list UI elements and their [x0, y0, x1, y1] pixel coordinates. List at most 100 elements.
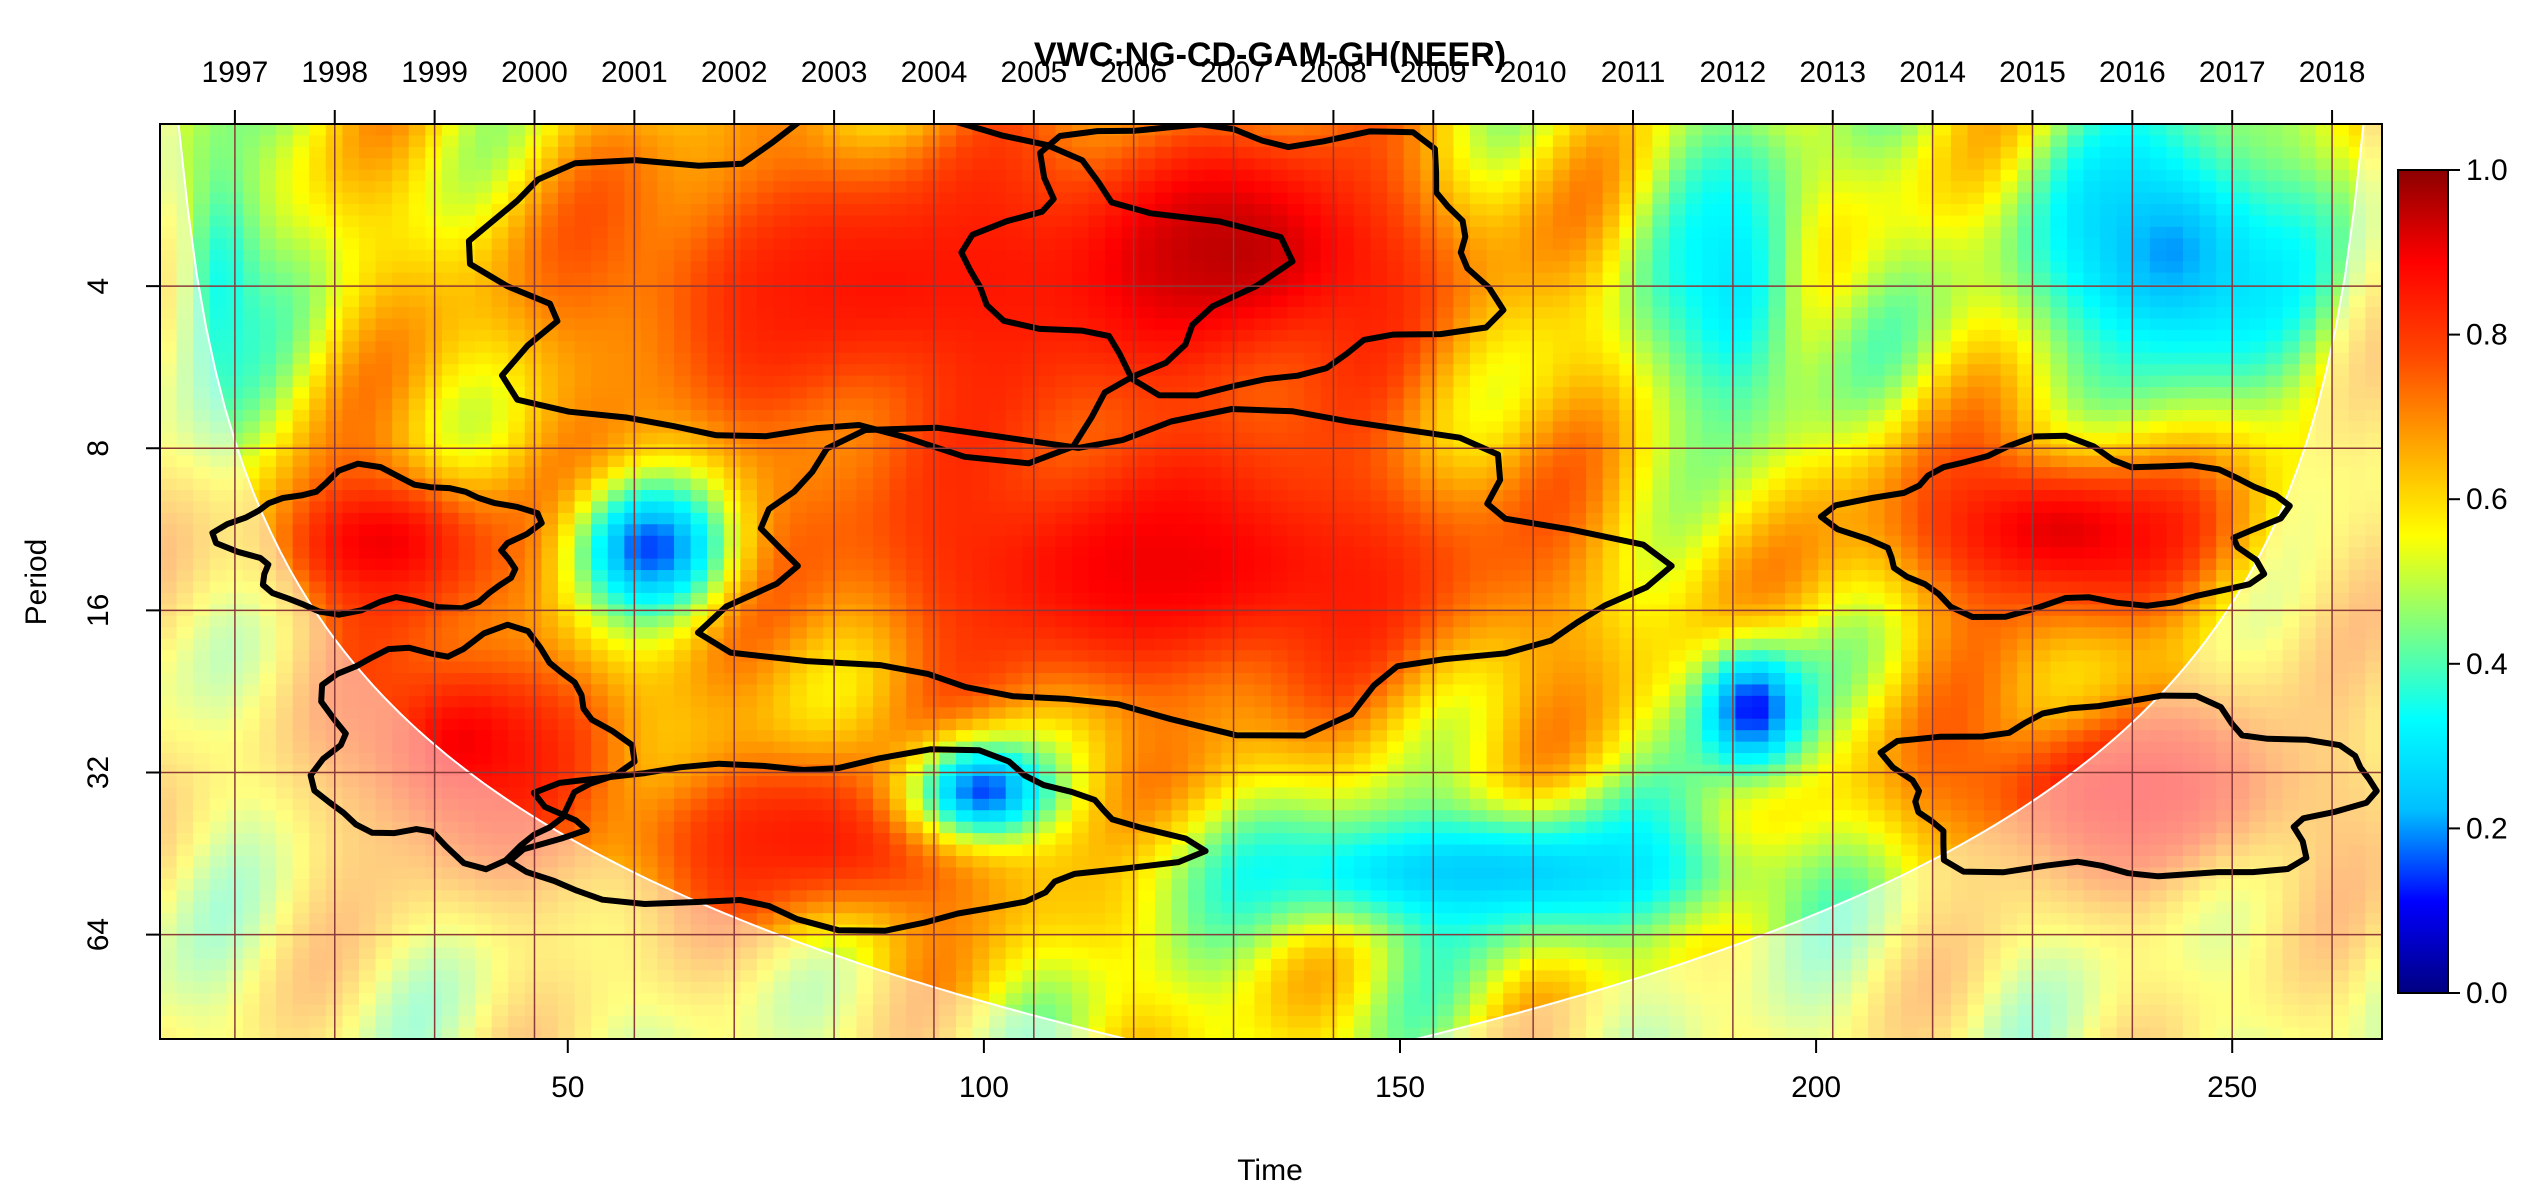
heatmap-cell — [558, 318, 575, 330]
heatmap-cell — [757, 158, 774, 170]
heatmap-cell — [2050, 501, 2067, 513]
heatmap-cell — [740, 387, 757, 399]
heatmap-cell — [1453, 296, 1470, 308]
heatmap-cell — [558, 467, 575, 479]
heatmap-cell — [1652, 216, 1669, 228]
heatmap-cell — [458, 170, 475, 182]
heatmap-cell — [2100, 353, 2117, 365]
heatmap-cell — [1802, 250, 1819, 262]
heatmap-cell — [1288, 513, 1305, 525]
heatmap-cell — [774, 410, 791, 422]
heatmap-cell — [392, 387, 409, 399]
heatmap-cell — [2133, 261, 2150, 273]
heatmap-cell — [575, 330, 592, 342]
heatmap-cell — [2084, 170, 2101, 182]
heatmap-cell — [1669, 181, 1686, 193]
heatmap-cell — [641, 490, 658, 502]
heatmap-cell — [740, 181, 757, 193]
heatmap-cell — [1520, 410, 1537, 422]
heatmap-cell — [2117, 341, 2134, 353]
heatmap-cell — [1802, 158, 1819, 170]
heatmap-cell — [1553, 204, 1570, 216]
heatmap-cell — [1487, 524, 1504, 536]
heatmap-cell — [1520, 147, 1537, 159]
heatmap-cell — [1254, 490, 1271, 502]
heatmap-cell — [1089, 536, 1106, 548]
heatmap-cell — [1487, 536, 1504, 548]
heatmap-cell — [1520, 124, 1537, 136]
heatmap-cell — [458, 204, 475, 216]
heatmap-cell — [724, 330, 741, 342]
heatmap-cell — [1901, 204, 1918, 216]
heatmap-cell — [575, 238, 592, 250]
heatmap-cell — [1205, 479, 1222, 491]
heatmap-cell — [1901, 433, 1918, 445]
heatmap-cell — [475, 170, 492, 182]
heatmap-cell — [259, 261, 276, 273]
heatmap-cell — [2067, 250, 2084, 262]
heatmap-cell — [1752, 135, 1769, 147]
heatmap-cell — [2133, 135, 2150, 147]
heatmap-cell — [707, 467, 724, 479]
heatmap-cell — [657, 501, 674, 513]
heatmap-cell — [740, 273, 757, 285]
heatmap-cell — [823, 147, 840, 159]
heatmap-cell — [1619, 490, 1636, 502]
heatmap-cell — [2001, 513, 2018, 525]
heatmap-cell — [1603, 479, 1620, 491]
heatmap-cell — [1735, 524, 1752, 536]
heatmap-cell — [1934, 227, 1951, 239]
heatmap-cell — [293, 387, 310, 399]
heatmap-cell — [1172, 399, 1189, 411]
heatmap-cell — [973, 261, 990, 273]
heatmap-cell — [1354, 261, 1371, 273]
heatmap-cell — [1636, 444, 1653, 456]
heatmap-cell — [923, 216, 940, 228]
heatmap-cell — [906, 479, 923, 491]
heatmap-cell — [1569, 204, 1586, 216]
heatmap-cell — [1188, 193, 1205, 205]
heatmap-cell — [939, 307, 956, 319]
heatmap-cell — [1851, 216, 1868, 228]
heatmap-cell — [1072, 490, 1089, 502]
heatmap-cell — [376, 341, 393, 353]
heatmap-cell — [1802, 456, 1819, 468]
heatmap-cell — [2283, 410, 2300, 422]
heatmap-cell — [1702, 135, 1719, 147]
heatmap-cell — [2150, 158, 2167, 170]
heatmap-cell — [442, 170, 459, 182]
heatmap-cell — [1288, 341, 1305, 353]
heatmap-cell — [740, 490, 757, 502]
heatmap-cell — [1802, 307, 1819, 319]
heatmap-cell — [492, 135, 509, 147]
heatmap-cell — [1619, 318, 1636, 330]
heatmap-cell — [2133, 170, 2150, 182]
heatmap-cell — [1288, 524, 1305, 536]
heatmap-cell — [2233, 376, 2250, 388]
heatmap-cell — [956, 296, 973, 308]
heatmap-cell — [1354, 501, 1371, 513]
heatmap-cell — [923, 318, 940, 330]
heatmap-cell — [1122, 261, 1139, 273]
heatmap-cell — [1802, 490, 1819, 502]
heatmap-cell — [2166, 387, 2183, 399]
heatmap-cell — [956, 399, 973, 411]
heatmap-cell — [1967, 364, 1984, 376]
heatmap-cell — [1205, 341, 1222, 353]
heatmap-cell — [492, 250, 509, 262]
heatmap-cell — [790, 501, 807, 513]
heatmap-cell — [1951, 490, 1968, 502]
heatmap-cell — [1768, 490, 1785, 502]
heatmap-cell — [359, 513, 376, 525]
heatmap-cell — [1337, 216, 1354, 228]
heatmap-cell — [1354, 181, 1371, 193]
heatmap-cell — [1885, 467, 1902, 479]
heatmap-cell — [1006, 524, 1023, 536]
heatmap-cell — [575, 307, 592, 319]
heatmap-cell — [890, 216, 907, 228]
heatmap-cell — [1636, 170, 1653, 182]
heatmap-cell — [774, 376, 791, 388]
heatmap-cell — [724, 273, 741, 285]
heatmap-cell — [1138, 524, 1155, 536]
heatmap-cell — [1387, 250, 1404, 262]
